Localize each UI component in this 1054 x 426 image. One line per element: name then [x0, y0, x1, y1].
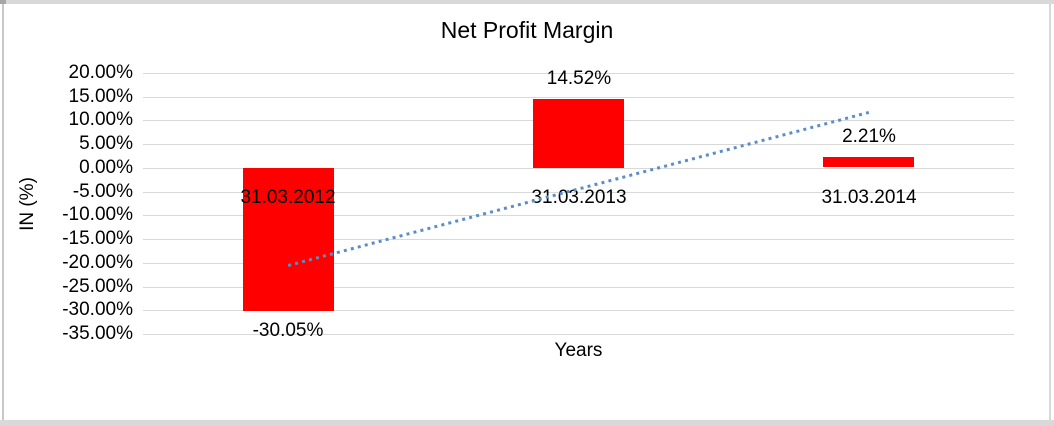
y-tick-label: 10.00%: [68, 109, 133, 130]
bar-31.03.2013: [533, 99, 624, 168]
y-tick-label: -30.00%: [62, 299, 133, 320]
gridline: [143, 73, 1014, 74]
frame-left-line: [2, 4, 4, 420]
category-label: 31.03.2014: [821, 187, 917, 208]
frame-top-band: [0, 0, 1054, 4]
gridline: [143, 310, 1014, 311]
y-tick-label: 20.00%: [68, 62, 133, 83]
y-tick-label: -25.00%: [62, 276, 133, 297]
gridline: [143, 287, 1014, 288]
y-tick-label: -10.00%: [62, 204, 133, 225]
y-tick-label: 5.00%: [79, 133, 133, 154]
frame-corner: [0, 0, 6, 4]
y-tick-label: 15.00%: [68, 86, 133, 107]
data-label: 14.52%: [546, 68, 612, 89]
gridline: [143, 334, 1014, 335]
category-label: 31.03.2012: [240, 187, 336, 208]
y-tick-label: -20.00%: [62, 252, 133, 273]
frame-right-line: [1049, 4, 1051, 420]
x-axis-title: Years: [554, 340, 603, 361]
gridline: [143, 97, 1014, 98]
category-label: 31.03.2013: [531, 187, 627, 208]
y-tick-label: -35.00%: [62, 323, 133, 344]
y-tick-label: 0.00%: [79, 157, 133, 178]
data-label: 2.21%: [842, 126, 896, 147]
y-tick-label: -5.00%: [72, 181, 133, 202]
chart-title: Net Profit Margin: [440, 17, 614, 43]
y-tick-label: -15.00%: [62, 228, 133, 249]
data-label: -30.05%: [252, 320, 324, 341]
frame-bottom-band: [0, 420, 1054, 426]
bar-31.03.2014: [823, 157, 914, 167]
